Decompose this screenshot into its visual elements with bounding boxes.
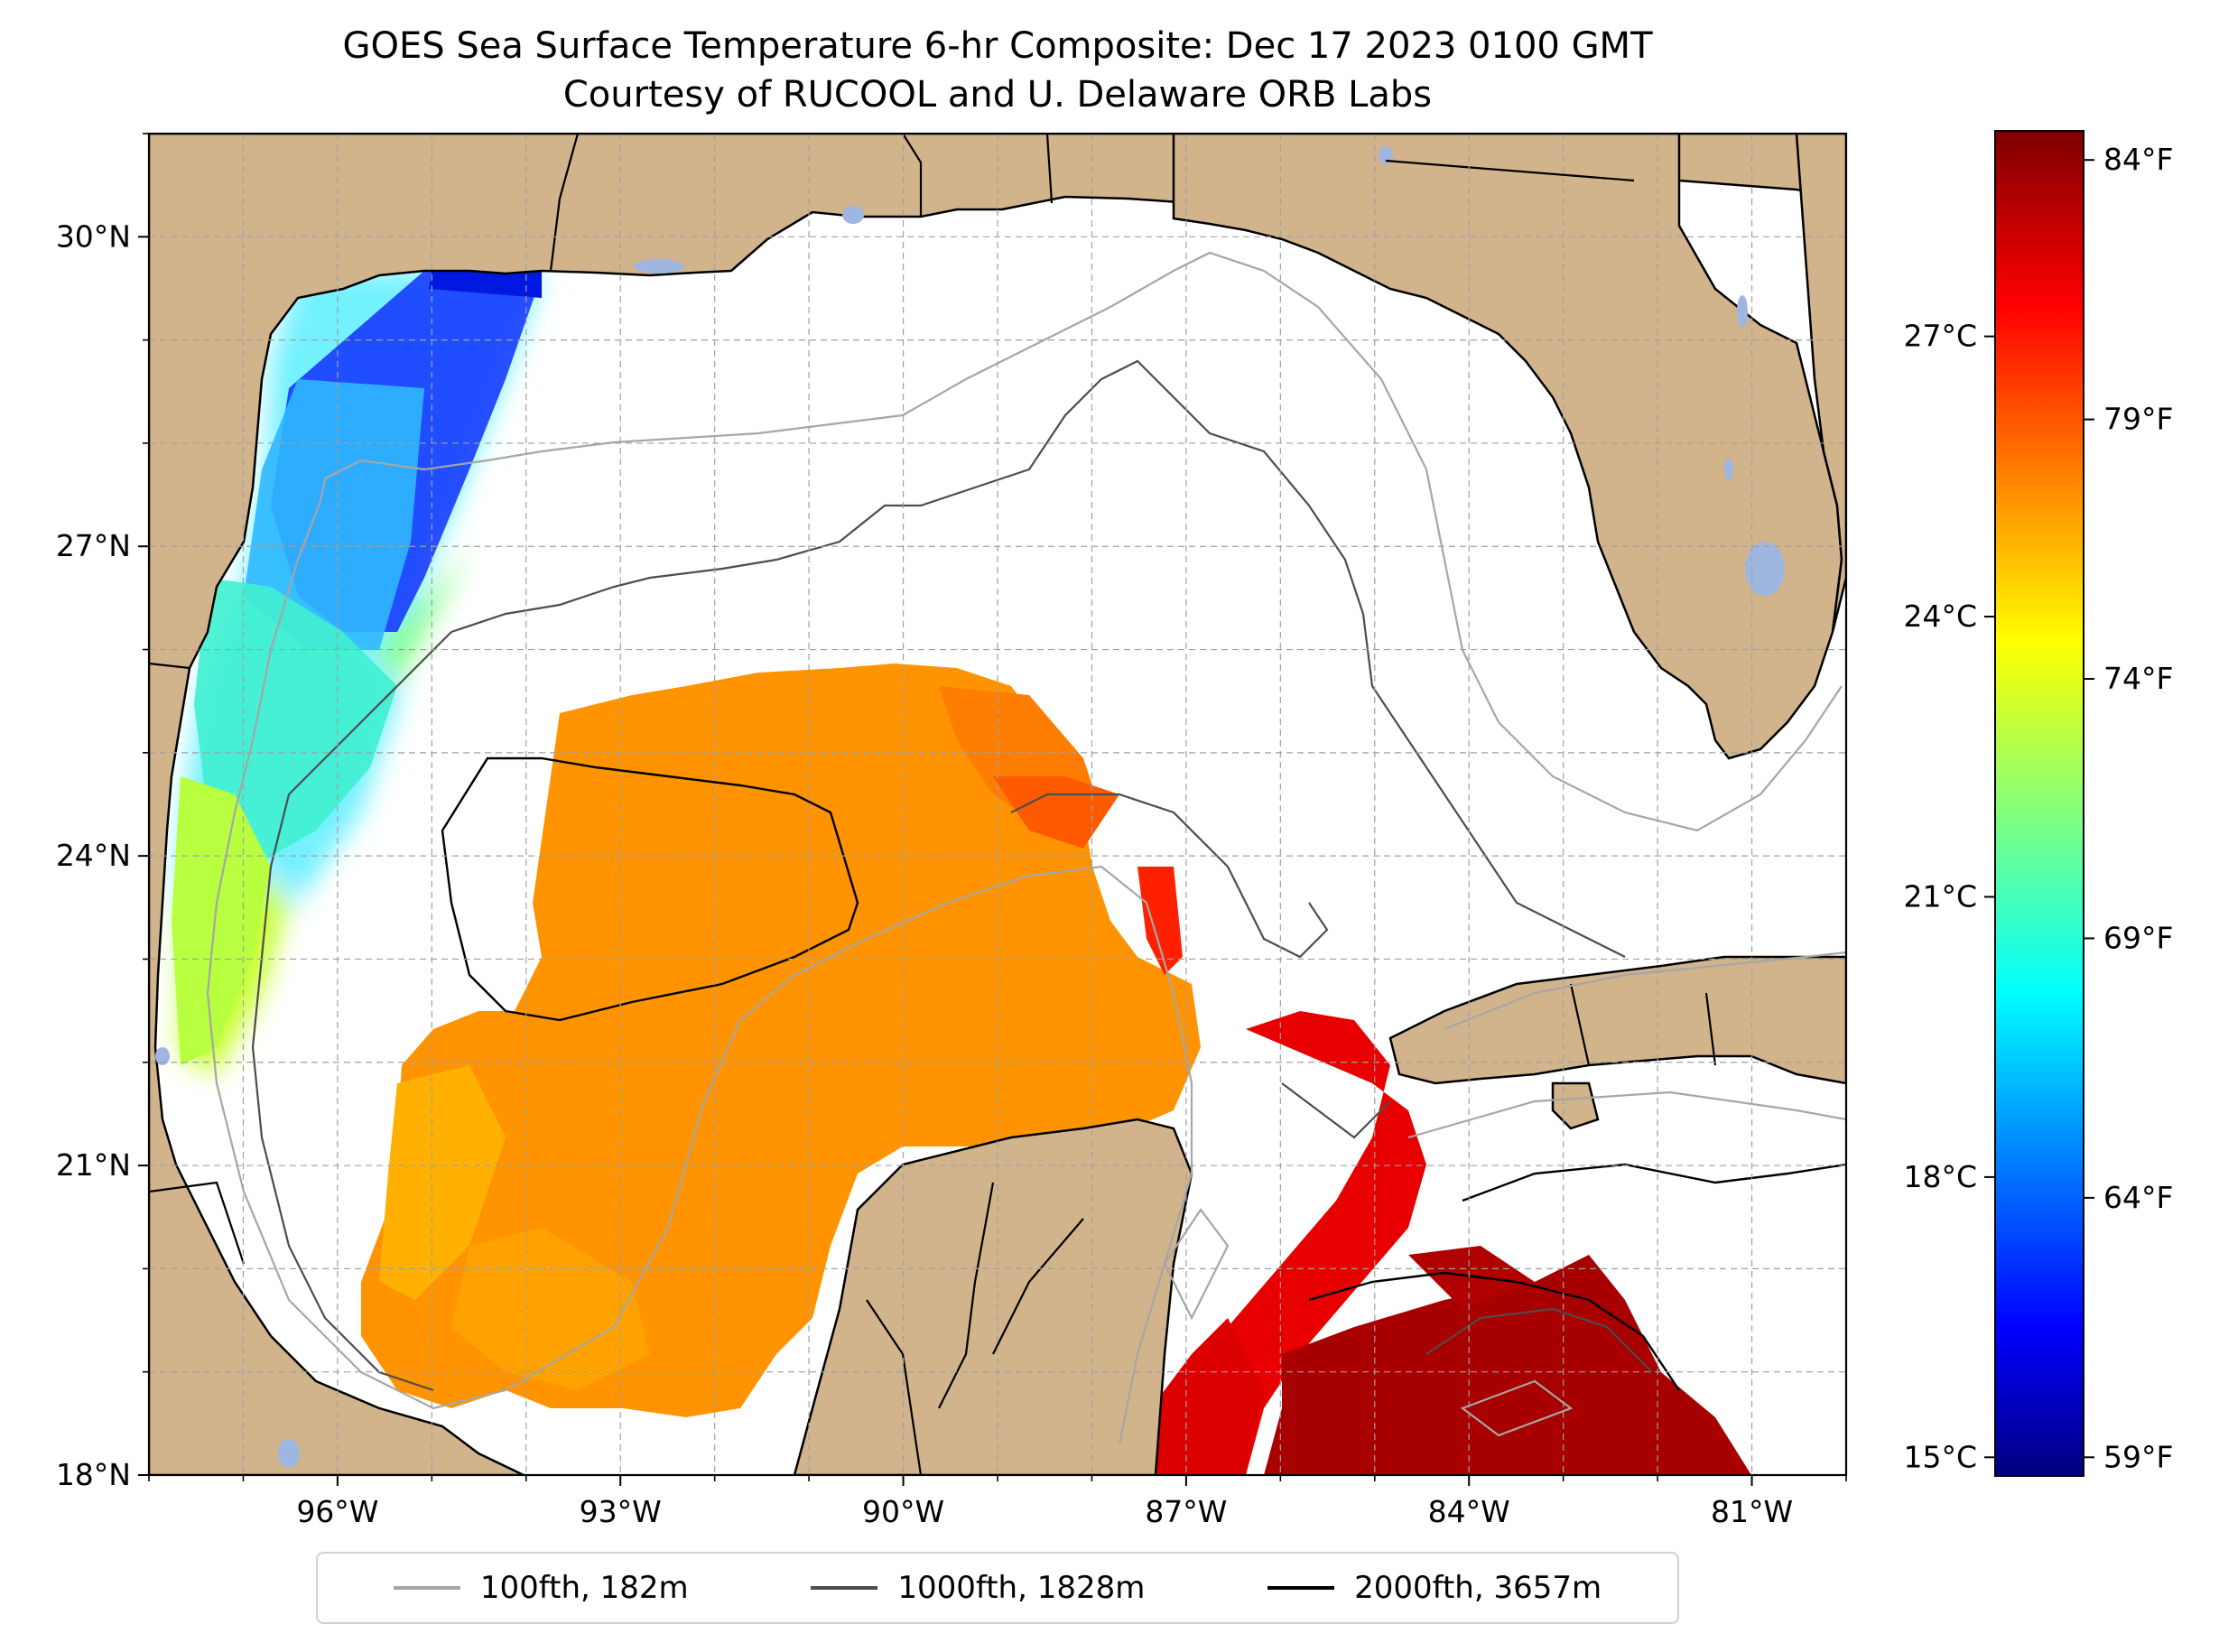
colorbar-gradient	[1994, 130, 2084, 1477]
colorbar-fahrenheit-label: 74°F	[2103, 661, 2173, 696]
longitude-axis: 96°W 93°W 90°W 87°W 84°W 81°W	[148, 1475, 1847, 1529]
legend-item-2000fth: 2000fth, 3657m	[1267, 1570, 1602, 1606]
colorbar-celsius-label: 15°C	[1903, 1439, 1977, 1474]
lon-tick-label: 84°W	[1428, 1494, 1510, 1529]
legend-swatch-100fth	[393, 1586, 460, 1590]
gridlines	[149, 134, 1846, 1475]
latitude-axis: 30°N 27°N 24°N 21°N 18°N	[56, 133, 149, 1492]
legend-item-1000fth: 1000fth, 1828m	[811, 1570, 1145, 1606]
colorbar-fahrenheit-label: 84°F	[2103, 142, 2173, 177]
colorbar-fahrenheit-axis: 59°F 64°F 69°F 74°F 79°F 84°F	[2084, 142, 2173, 1474]
lon-tick-label: 96°W	[296, 1494, 378, 1529]
colorbar-celsius-axis: 15°C 18°C 21°C 24°C 27°C	[1903, 319, 1995, 1474]
lon-tick-label: 87°W	[1145, 1494, 1227, 1529]
bathymetry-legend: 100fth, 182m 1000fth, 1828m 2000fth, 365…	[316, 1552, 1679, 1624]
lat-tick-label: 21°N	[56, 1147, 131, 1183]
lat-tick-label: 24°N	[56, 838, 131, 873]
legend-item-100fth: 100fth, 182m	[393, 1570, 689, 1606]
sst-field	[172, 262, 1751, 1475]
colorbar-celsius-label: 21°C	[1903, 878, 1977, 914]
colorbar-fahrenheit-label: 64°F	[2103, 1180, 2173, 1215]
legend-label-2000fth: 2000fth, 3657m	[1354, 1570, 1602, 1606]
colorbar-fahrenheit-label: 59°F	[2103, 1439, 2173, 1474]
lon-tick-label: 93°W	[580, 1494, 662, 1529]
contour-2000fth	[441, 756, 1846, 1391]
lakes	[155, 146, 1785, 1468]
colorbar-celsius-label: 27°C	[1903, 319, 1977, 354]
legend-label-100fth: 100fth, 182m	[479, 1570, 689, 1606]
legend-swatch-2000fth	[1267, 1586, 1335, 1590]
contour-100fth	[206, 251, 1846, 1445]
map-title: GOES Sea Surface Temperature 6-hr Compos…	[149, 22, 1846, 119]
colorbar-celsius-label: 18°C	[1903, 1159, 1977, 1194]
colorbar-celsius-label: 24°C	[1903, 599, 1977, 634]
boundaries	[149, 134, 1717, 1475]
legend-swatch-1000fth	[811, 1586, 878, 1590]
colorbar-fahrenheit-label: 79°F	[2103, 402, 2173, 437]
title-line-1: GOES Sea Surface Temperature 6-hr Compos…	[342, 25, 1653, 67]
title-line-2: Courtesy of RUCOOL and U. Delaware ORB L…	[562, 74, 1433, 116]
lat-tick-label: 30°N	[56, 218, 131, 254]
lat-tick-label: 18°N	[56, 1457, 131, 1492]
lat-tick-label: 27°N	[56, 528, 131, 563]
contour-1000fth	[251, 359, 1653, 1392]
legend-label-1000fth: 1000fth, 1828m	[897, 1570, 1146, 1606]
colorbar-fahrenheit-label: 69°F	[2103, 920, 2173, 955]
lon-tick-label: 90°W	[862, 1494, 944, 1529]
colorbar: 15°C 18°C 21°C 24°C 27°C 59°F 64°F 69°F 74°F 79°…	[1903, 130, 2173, 1477]
lon-tick-label: 81°W	[1711, 1494, 1793, 1529]
